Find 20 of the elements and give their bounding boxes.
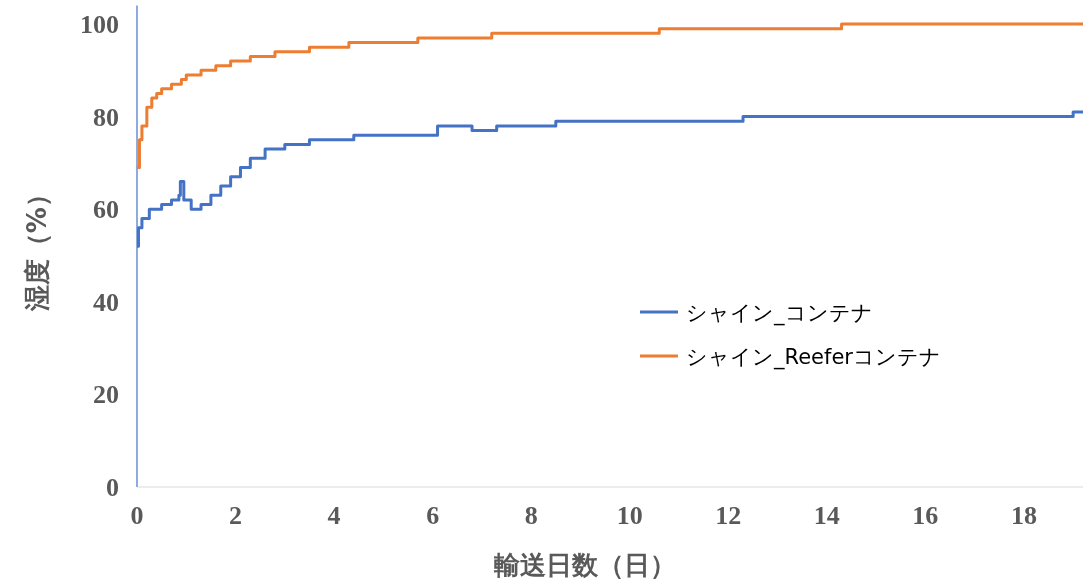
y-axis-title: 湿度（%） bbox=[22, 181, 52, 313]
y-tick-label: 60 bbox=[93, 195, 119, 225]
x-axis-title: 輸送日数（日） bbox=[493, 550, 676, 580]
legend-label: シャイン_コンテナ bbox=[686, 301, 873, 326]
x-tick-label: 6 bbox=[426, 501, 440, 530]
x-tick-label: 12 bbox=[715, 501, 742, 530]
y-tick-label: 100 bbox=[80, 10, 119, 40]
x-tick-label: 0 bbox=[130, 501, 144, 530]
y-tick-label: 40 bbox=[93, 287, 119, 317]
x-tick-label: 4 bbox=[327, 501, 341, 530]
x-tick-label: 16 bbox=[912, 501, 939, 530]
x-tick-label: 2 bbox=[229, 501, 243, 530]
y-tick-label: 80 bbox=[93, 102, 119, 132]
x-tick-label: 18 bbox=[1010, 501, 1037, 530]
legend-label: シャイン_Reeferコンテナ bbox=[686, 345, 941, 370]
x-tick-label: 10 bbox=[616, 501, 643, 530]
x-tick-label: 8 bbox=[524, 501, 538, 530]
x-tick-label: 14 bbox=[813, 501, 840, 530]
y-tick-label: 0 bbox=[106, 473, 119, 502]
y-tick-label: 20 bbox=[93, 380, 119, 410]
